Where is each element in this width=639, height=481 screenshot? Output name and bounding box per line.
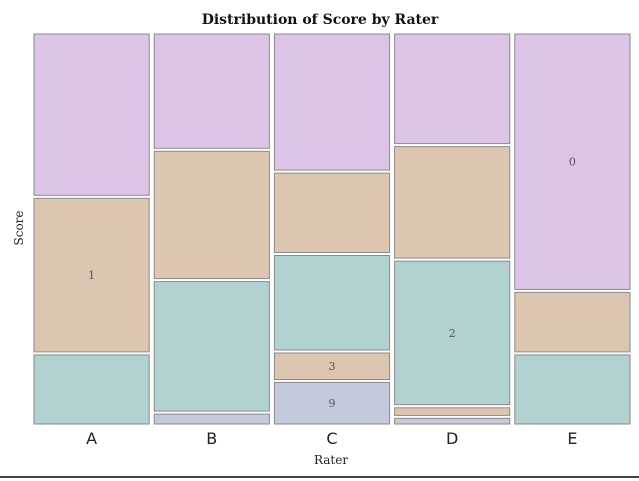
mosaic-cell-a-score-0	[33, 33, 150, 196]
x-tick-label-c: C	[326, 429, 337, 448]
mosaic-cell-d-score-9	[394, 417, 511, 425]
mosaic-cell-d-score-2	[394, 260, 511, 406]
mosaic-cell-b-score-1	[153, 150, 270, 280]
mosaic-cell-c-score-1	[273, 172, 391, 254]
mosaic-cell-c-score-2	[273, 255, 391, 351]
mosaic-cell-b-score-0	[153, 33, 270, 149]
x-tick-label-b: B	[206, 429, 217, 448]
x-tick-label-d: D	[446, 429, 458, 448]
mosaic-cell-d-score-0	[394, 33, 511, 145]
plot-area: 1 A B 9 3 C 2 D 0 E	[33, 33, 631, 448]
mosaic-cell-b-score-2	[153, 281, 270, 412]
x-tick-label-e: E	[567, 429, 577, 448]
mosaic-cell-e-score-0	[514, 33, 631, 290]
cell-label-e-0: 0	[569, 156, 576, 169]
mosaic-cell-c-score-0	[273, 33, 391, 171]
cell-label-d-2: 2	[449, 327, 456, 340]
chart-title: Distribution of Score by Rater	[202, 12, 439, 28]
mosaic-cell-b-score-9	[153, 413, 270, 425]
mosaic-cell-e-score-1	[514, 291, 631, 353]
mosaic-cell-c-score-9	[273, 381, 391, 425]
y-axis-label: Score	[12, 210, 26, 245]
x-axis-label: Rater	[314, 453, 348, 467]
cell-label-c-3: 3	[329, 360, 336, 373]
cell-label-a-1: 1	[88, 269, 95, 282]
cell-label-c-9: 9	[329, 397, 336, 410]
mosaic-cell-d-score-3	[394, 407, 511, 416]
x-tick-label-a: A	[86, 429, 97, 448]
mosaic-cell-d-score-1	[394, 146, 511, 259]
mosaic-cell-a-score-1	[33, 197, 150, 353]
mosaic-cell-e-score-2	[514, 354, 631, 425]
mosaic-cell-c-score-3	[273, 352, 391, 380]
mosaic-cell-a-score-2	[33, 354, 150, 425]
